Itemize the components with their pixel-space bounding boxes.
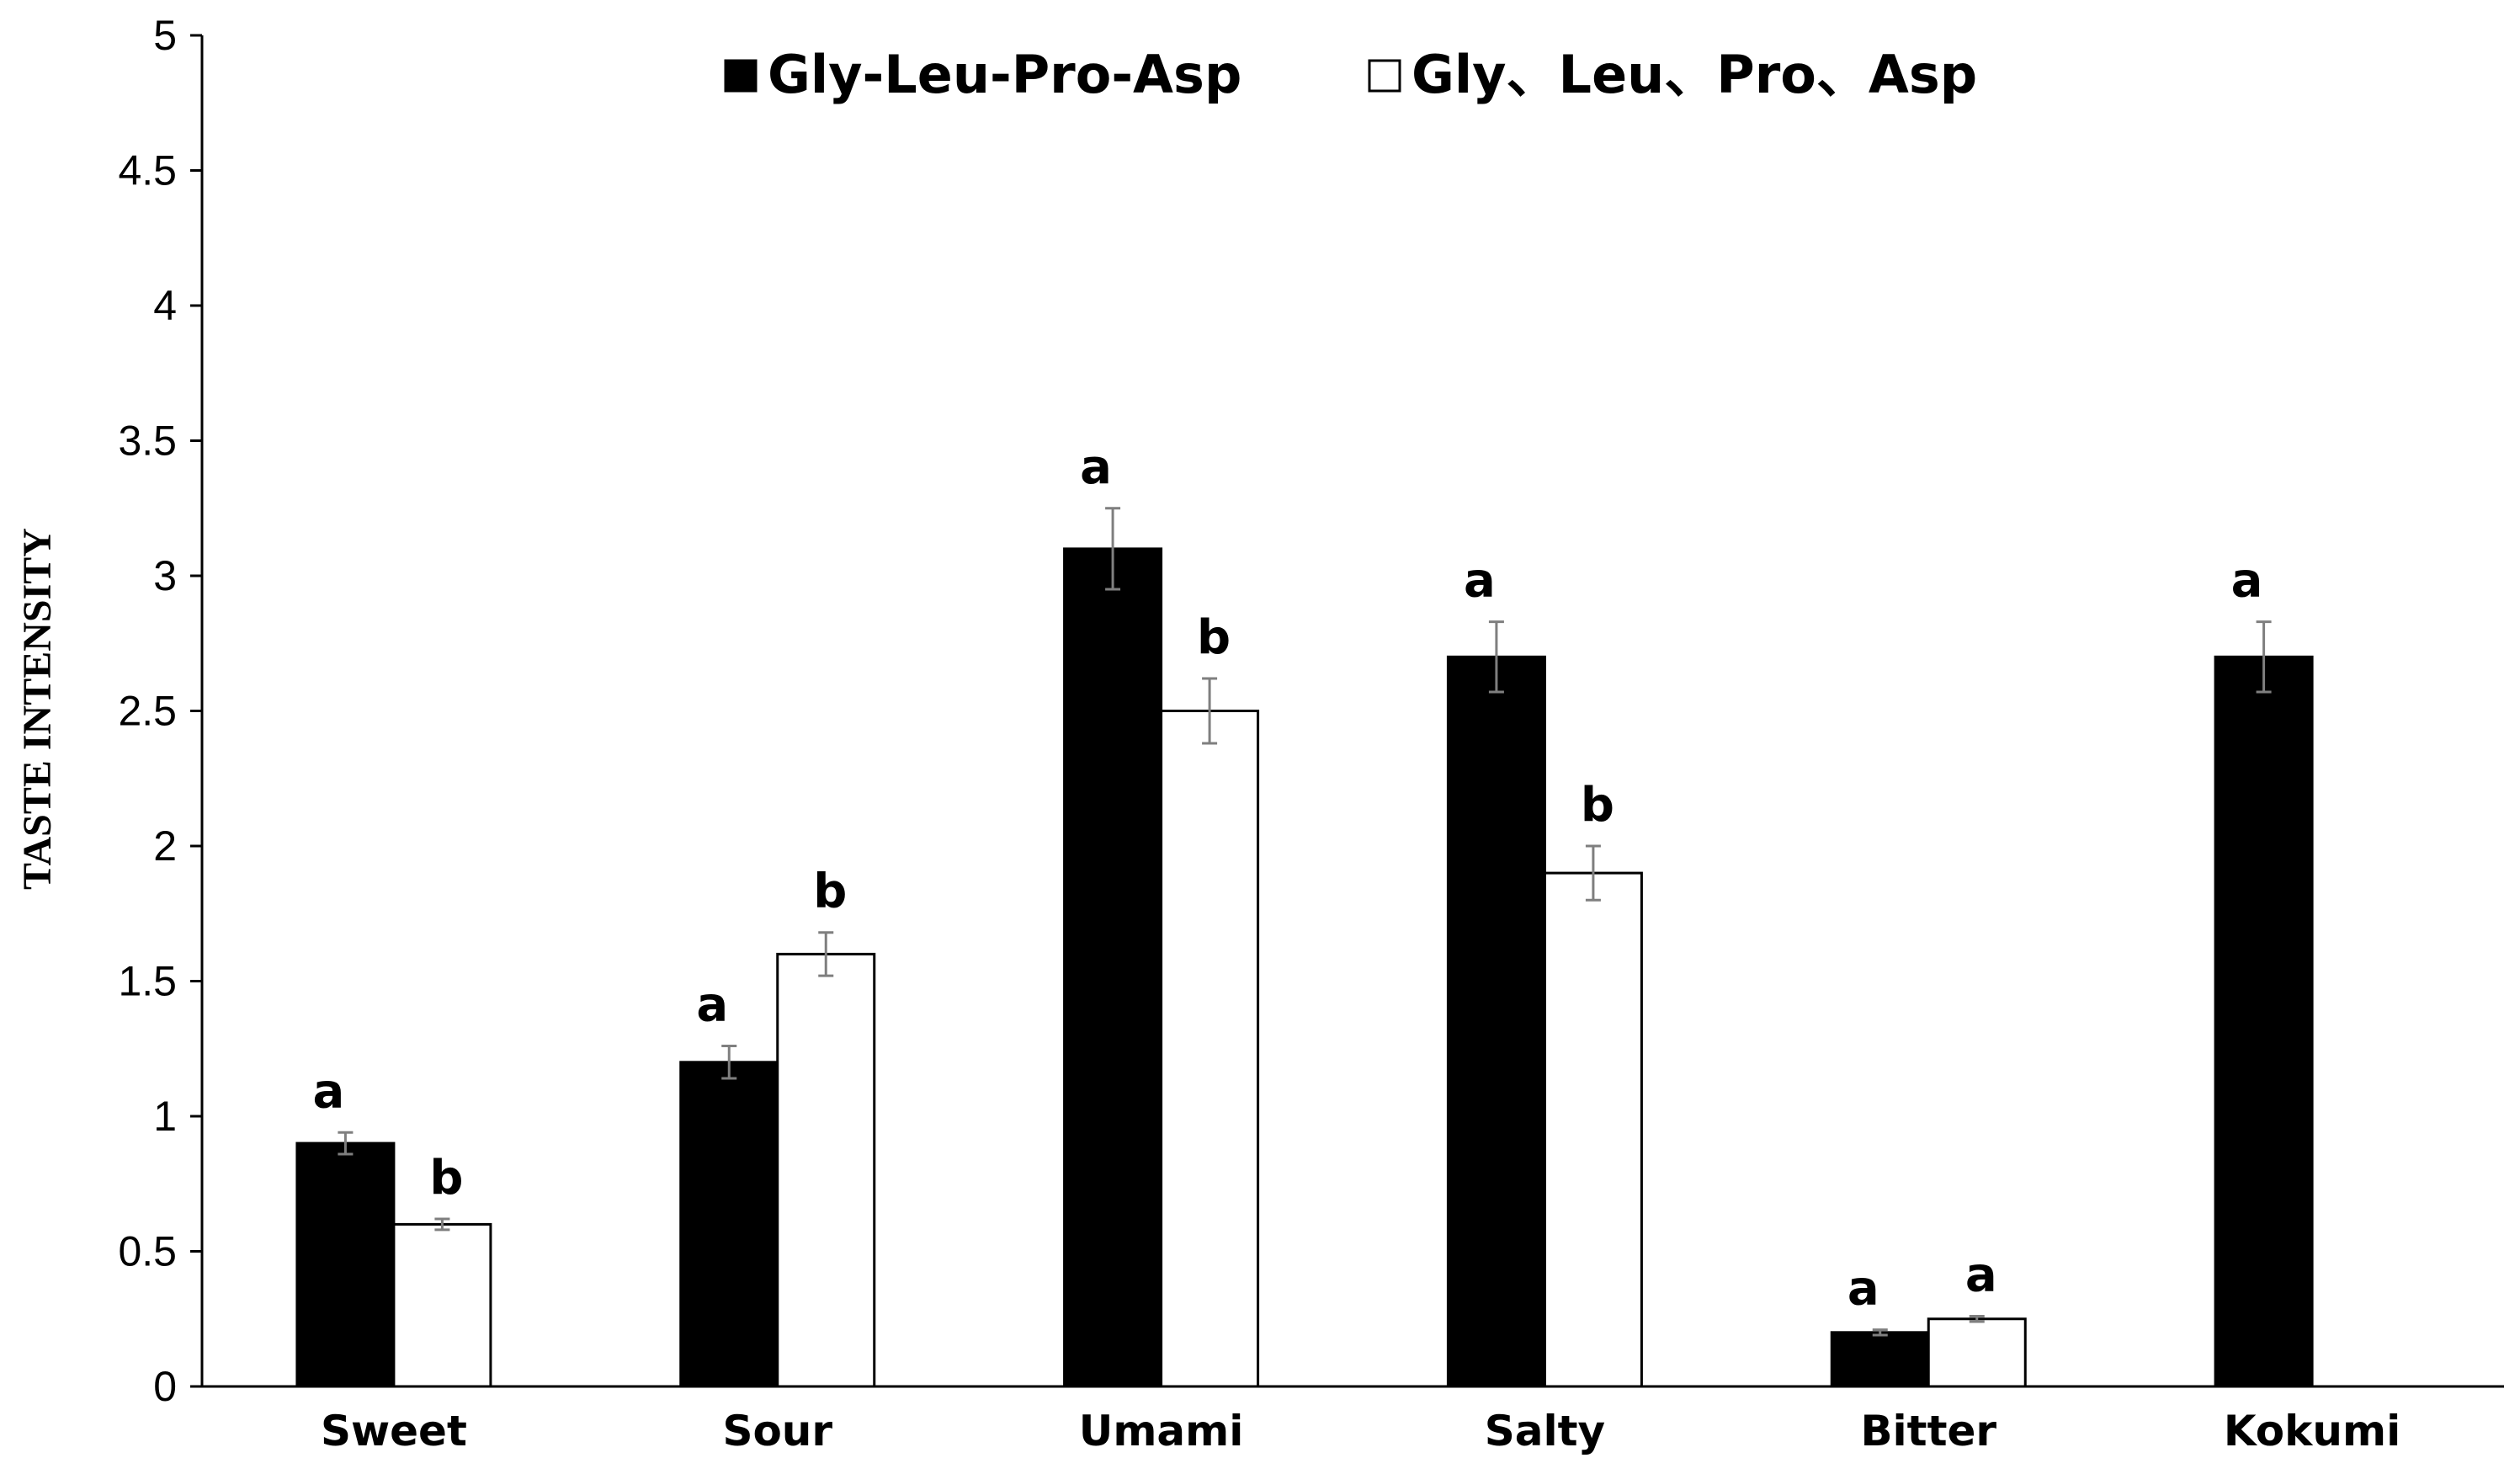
significance-label: b: [813, 865, 847, 919]
bar: [1927, 1317, 2027, 1388]
error-bars-group: [338, 507, 2272, 1337]
bar: [392, 1222, 492, 1388]
y-tick-label: 5: [153, 12, 177, 59]
legend-swatch: [724, 59, 758, 93]
x-category-label: Bitter: [1860, 1407, 1996, 1455]
x-category-label: Salty: [1485, 1407, 1605, 1455]
significance-labels-group: a a a a a a b b b b a: [313, 440, 2263, 1317]
x-category-label: Kokumi: [2224, 1407, 2400, 1455]
bar: [1543, 871, 1643, 1388]
y-tick-label: 4.5: [118, 147, 177, 194]
significance-label: b: [429, 1151, 463, 1205]
significance-label: b: [1581, 778, 1614, 833]
y-tick-label: 3: [153, 552, 177, 599]
bar: [1830, 1331, 1930, 1388]
x-category-label: Umami: [1079, 1407, 1244, 1455]
significance-label: a: [1464, 554, 1496, 609]
y-tick-label: 0.5: [118, 1228, 177, 1275]
significance-label: a: [696, 978, 728, 1033]
x-axis-labels: Sweet Sour Umami Salty Bitter Kokumi: [321, 1407, 2400, 1455]
significance-label: a: [313, 1064, 345, 1119]
bar: [295, 1141, 396, 1388]
y-tick-label: 3.5: [118, 418, 177, 465]
legend-swatch: [1368, 59, 1401, 93]
legend-label: Gly-Leu-Pro-Asp: [768, 44, 1241, 105]
significance-label: a: [1080, 440, 1112, 495]
x-category-label: Sour: [722, 1407, 832, 1455]
bar: [776, 952, 876, 1388]
y-axis-label: TASTE INTENSITY: [15, 528, 60, 890]
axes-group: [200, 35, 2504, 1388]
significance-label: a: [1847, 1262, 1879, 1317]
bar: [2214, 655, 2314, 1388]
bar: [1063, 547, 1163, 1388]
y-tick-label: 0: [153, 1363, 177, 1410]
significance-label: a: [1965, 1248, 1997, 1303]
y-tick-label: 4: [153, 282, 177, 329]
bar: [679, 1061, 779, 1388]
bar: [1160, 710, 1260, 1388]
y-tick-label: 2: [153, 822, 177, 870]
significance-label: b: [1197, 610, 1231, 665]
bars-group: [295, 547, 2314, 1388]
bar: [1446, 655, 1546, 1388]
y-tick-label: 1.5: [118, 958, 177, 1005]
y-axis-ticks: 0 0.5 1 1.5 2 2.5 3 3.5 4 4.5 5: [118, 12, 202, 1410]
legend-label: Gly、Leu、Pro、Asp: [1412, 44, 1977, 105]
y-tick-label: 2.5: [118, 688, 177, 735]
significance-label: a: [2231, 554, 2263, 609]
legend: Gly-Leu-Pro-Asp Gly、Leu、Pro、Asp: [724, 44, 1977, 105]
x-category-label: Sweet: [321, 1407, 467, 1455]
y-tick-label: 1: [153, 1093, 177, 1140]
